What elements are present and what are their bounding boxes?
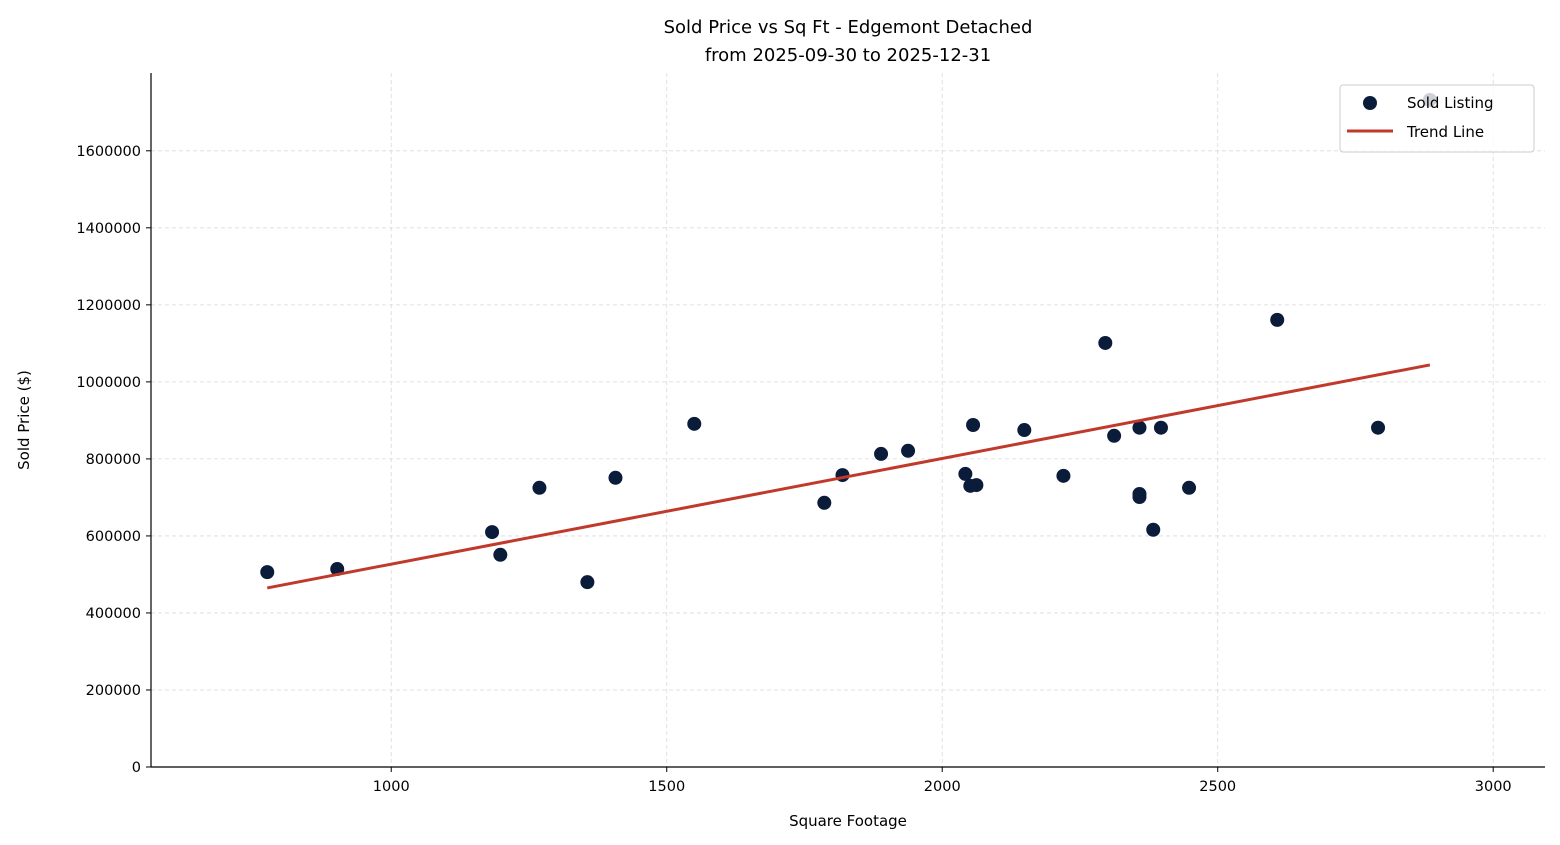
legend-marker-sold	[1363, 96, 1377, 110]
sold-listing-point	[493, 547, 508, 562]
y-tick-label: 1600000	[76, 144, 141, 160]
sold-listing-point	[532, 480, 547, 495]
legend-label-sold: Sold Listing	[1407, 94, 1494, 112]
y-tick-label: 600000	[86, 529, 141, 545]
sold-listing-point	[958, 466, 973, 481]
sold-listing-point	[1017, 423, 1032, 438]
y-tick-label: 400000	[86, 606, 141, 622]
sold-listing-point	[1132, 420, 1147, 435]
chart-subtitle: from 2025-09-30 to 2025-12-31	[705, 45, 991, 66]
sold-listing-point	[1098, 335, 1113, 350]
y-tick-label: 200000	[86, 683, 141, 699]
sold-listing-point	[1371, 420, 1386, 435]
legend: Sold Listing Trend Line	[1339, 84, 1535, 153]
sold-listing-point	[687, 416, 702, 431]
y-tick-label: 1400000	[76, 221, 141, 237]
legend-box	[1339, 84, 1535, 153]
x-axis-label: Square Footage	[789, 812, 907, 830]
sold-listing-point	[874, 446, 889, 461]
sold-listing-point	[260, 565, 275, 580]
sold-listing-point	[1107, 428, 1122, 443]
sold-listing-point	[817, 495, 832, 510]
x-tick-label: 1500	[648, 779, 685, 795]
sold-listing-point	[1153, 420, 1168, 435]
sold-listing-point	[966, 418, 981, 433]
x-tick-label: 1000	[373, 779, 410, 795]
sold-listing-point	[901, 443, 916, 458]
y-axis-label: Sold Price ($)	[15, 370, 33, 470]
trend-line	[266, 363, 1431, 590]
sold-listing-point	[580, 575, 595, 590]
legend-label-trend: Trend Line	[1406, 123, 1484, 141]
y-tick-label: 1000000	[76, 375, 141, 391]
chart-title: Sold Price vs Sq Ft - Edgemont Detached	[664, 17, 1033, 38]
sold-listing-point	[485, 525, 500, 540]
x-tick-label: 2500	[1199, 779, 1236, 795]
y-tick-label: 1200000	[76, 298, 141, 314]
sold-listing-point	[1182, 480, 1197, 495]
y-tick-label: 0	[132, 760, 141, 776]
sold-listing-point	[608, 470, 623, 485]
x-tick-label: 2000	[924, 779, 961, 795]
x-tick-label: 3000	[1475, 779, 1512, 795]
sold-listing-point	[1132, 490, 1147, 505]
sold-listing-point	[969, 478, 984, 493]
y-tick-label: 800000	[86, 452, 141, 468]
sold-listing-point	[1270, 312, 1285, 327]
sold-listing-point	[1056, 468, 1071, 483]
sold-listing-point	[1146, 522, 1161, 537]
